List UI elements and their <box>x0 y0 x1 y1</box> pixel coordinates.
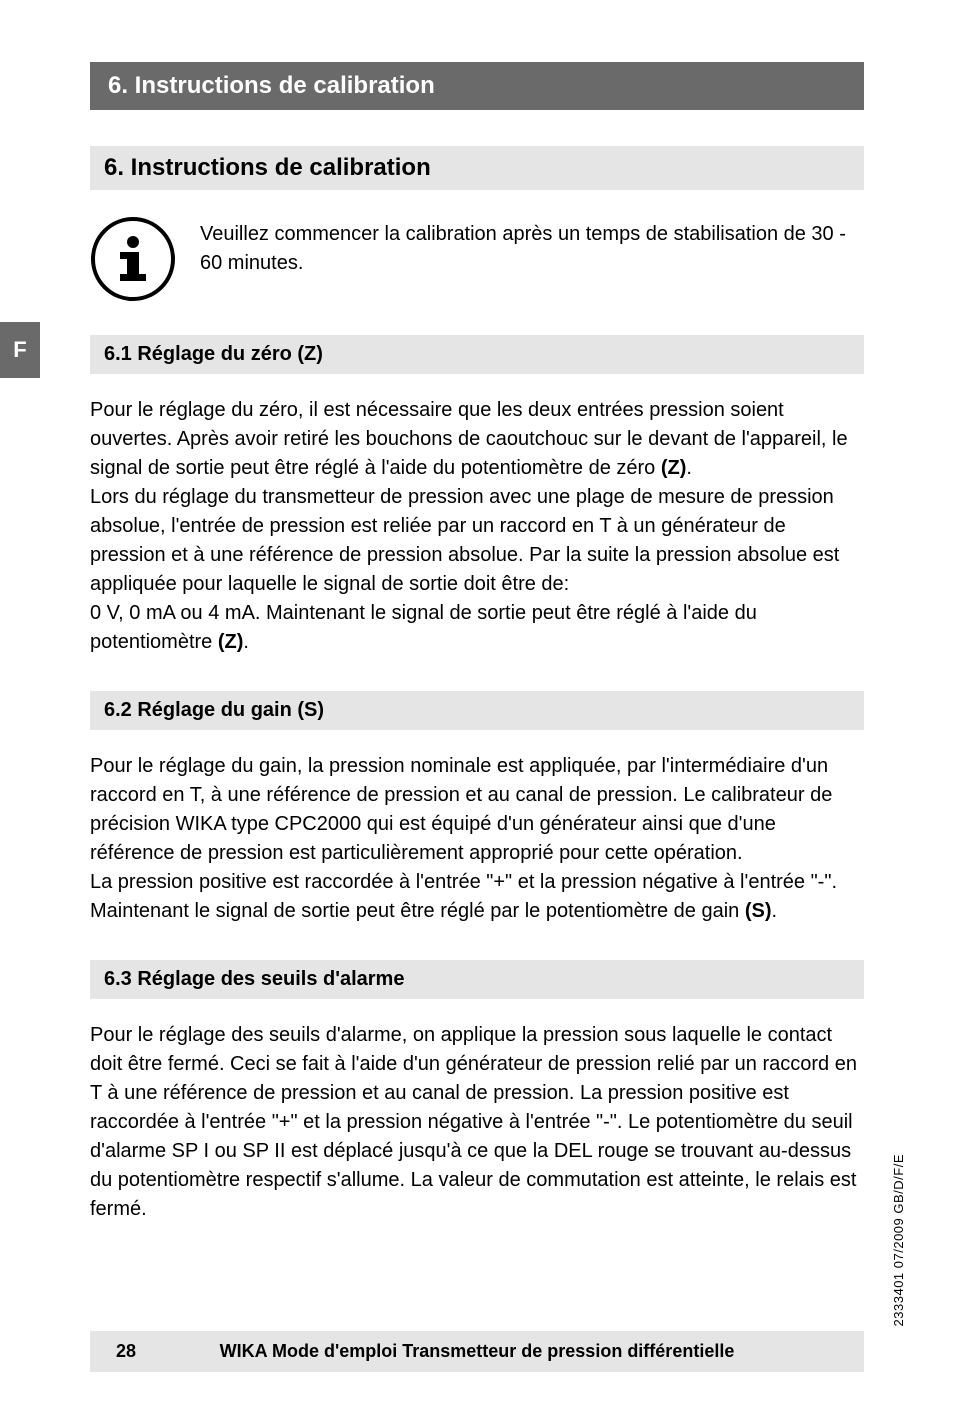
chapter-bar: 6. Instructions de calibration <box>90 62 864 110</box>
subsection-body-2: Pour le réglage du gain, la pression nom… <box>90 752 864 926</box>
section-title: 6. Instructions de calibration <box>90 146 864 190</box>
subsection-title-3: 6.3 Réglage des seuils d'alarme <box>90 960 864 999</box>
footer-bar: 28 WIKA Mode d'emploi Transmetteur de pr… <box>90 1331 864 1372</box>
subsection-title-2: 6.2 Réglage du gain (S) <box>90 691 864 730</box>
page-number: 28 <box>90 1341 190 1362</box>
info-text: Veuillez commencer la calibration après … <box>200 216 864 278</box>
subsection-body-3: Pour le réglage des seuils d'alarme, on … <box>90 1021 864 1224</box>
content-area: 6. Instructions de calibration Veuillez … <box>90 110 864 1224</box>
side-code: 2333401 07/2009 GB/D/F/E <box>891 1154 906 1326</box>
language-tab: F <box>0 322 40 378</box>
info-row: Veuillez commencer la calibration après … <box>90 216 864 307</box>
info-icon <box>90 216 176 307</box>
subsection-body-1: Pour le réglage du zéro, il est nécessai… <box>90 396 864 657</box>
subsection-title-1: 6.1 Réglage du zéro (Z) <box>90 335 864 374</box>
footer-text: WIKA Mode d'emploi Transmetteur de press… <box>190 1341 864 1362</box>
